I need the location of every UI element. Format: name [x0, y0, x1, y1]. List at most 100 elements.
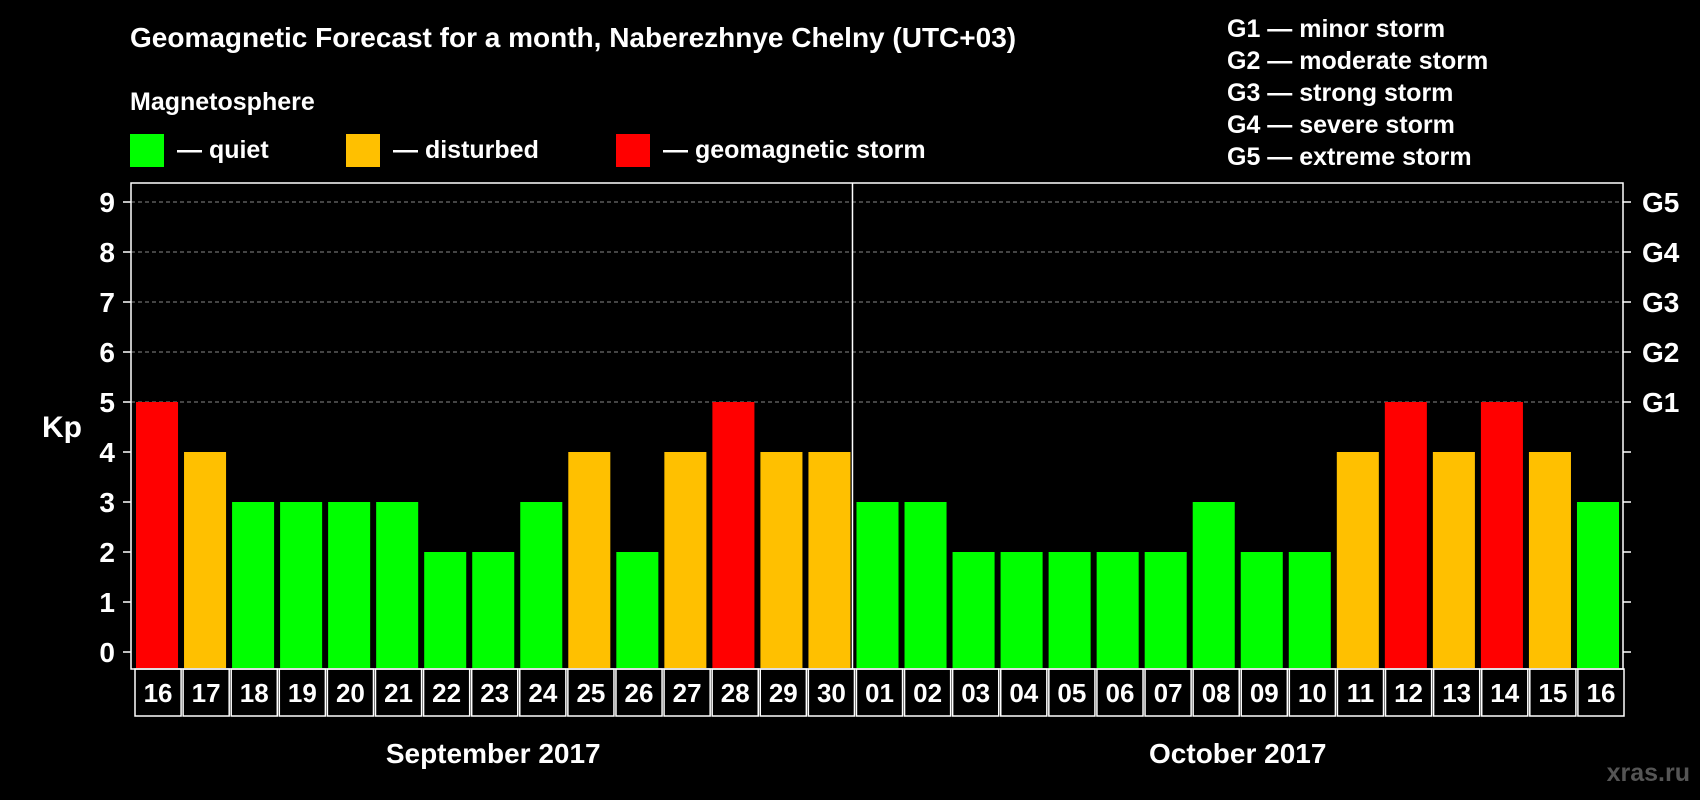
day-box: [182, 668, 230, 717]
bar: [712, 402, 755, 668]
month-label: September 2017: [386, 738, 601, 769]
storm-level-label: G2: [1642, 337, 1679, 368]
day-box: [903, 668, 952, 717]
bar: [568, 452, 611, 668]
day-box: [278, 668, 327, 717]
day-label: 11: [1347, 678, 1375, 708]
day-box: [1384, 668, 1433, 717]
bar: [520, 502, 563, 668]
bar: [1240, 552, 1283, 668]
y-tick-label: 7: [99, 287, 115, 318]
bar: [136, 402, 179, 668]
day-label: 23: [480, 678, 509, 708]
day-label: 09: [1250, 678, 1279, 708]
bar: [952, 552, 995, 668]
day-label: 18: [240, 678, 269, 708]
y-tick-label: 6: [99, 337, 115, 368]
day-label: 29: [769, 678, 798, 708]
bar: [760, 452, 803, 668]
storm-scale-item: G2 — moderate storm: [1227, 47, 1488, 75]
day-box: [1577, 668, 1625, 717]
day-label: 03: [961, 678, 990, 708]
bar: [232, 502, 275, 668]
month-label: October 2017: [1149, 738, 1326, 769]
day-box: [663, 668, 711, 717]
storm-level-label: G5: [1642, 187, 1679, 218]
day-box: [1048, 668, 1096, 717]
x-axis: 16 17 18 19 20 21 22 23 24 25 26 27 28 29 30 01 02 03 04 05…: [134, 668, 1625, 717]
storm-scale-item: G5 — extreme storm: [1227, 143, 1472, 171]
day-box: [470, 668, 519, 717]
day-label: 22: [432, 678, 461, 708]
day-label: 04: [1009, 678, 1038, 708]
day-box: [1336, 668, 1385, 717]
day-label: 08: [1202, 678, 1231, 708]
y-tick-label: 5: [99, 387, 115, 418]
month-labels: September 2017 October 2017: [386, 738, 1327, 769]
bar: [616, 552, 659, 668]
storm-level-label: G3: [1642, 287, 1679, 318]
y-tick-label: 1: [99, 587, 115, 618]
bar: [808, 452, 851, 668]
bar: [1096, 552, 1139, 668]
day-label: 05: [1057, 678, 1086, 708]
day-label: 16: [1586, 678, 1615, 708]
bar: [856, 502, 899, 668]
day-label: 19: [288, 678, 317, 708]
legend-swatch: [130, 134, 164, 167]
day-box: [1240, 668, 1289, 717]
storm-scale-item: G4 — severe storm: [1227, 111, 1455, 139]
day-label: 12: [1394, 678, 1423, 708]
y-axis: 0 1 2 3 4 5 6 7 8 9: [99, 187, 131, 668]
day-label: 25: [576, 678, 605, 708]
day-box: [759, 668, 808, 717]
day-box: [374, 668, 423, 717]
bar: [1336, 452, 1379, 668]
day-label: 26: [625, 678, 654, 708]
bar: [1480, 402, 1523, 668]
day-box: [1288, 668, 1337, 717]
day-box: [519, 668, 567, 717]
day-label: 24: [528, 678, 557, 708]
day-label: 27: [673, 678, 702, 708]
day-box: [711, 668, 760, 717]
storm-level-label: G1: [1642, 387, 1679, 418]
day-box: [230, 668, 279, 717]
bar: [1528, 452, 1571, 668]
day-label: 28: [721, 678, 750, 708]
day-box: [1144, 668, 1192, 717]
y-tick-label: 3: [99, 487, 115, 518]
y-tick-label: 2: [99, 537, 115, 568]
legend-swatch: [346, 134, 380, 167]
day-label: 30: [817, 678, 846, 708]
legend-label: — quiet: [177, 136, 269, 164]
day-label: 17: [192, 678, 221, 708]
chart-title: Geomagnetic Forecast for a month, Nabere…: [130, 22, 1016, 53]
bar: [1000, 552, 1043, 668]
storm-scale-item: G1 — minor storm: [1227, 15, 1445, 43]
day-label: 06: [1106, 678, 1135, 708]
bar: [280, 502, 323, 668]
day-box: [999, 668, 1048, 717]
day-box: [567, 668, 615, 717]
day-box: [1529, 668, 1577, 717]
day-box: [1480, 668, 1529, 717]
legend: Magnetosphere — quiet — disturbed — geomag…: [130, 88, 926, 167]
bar: [424, 552, 467, 668]
bar: [1432, 452, 1475, 668]
legend-label: — disturbed: [393, 136, 539, 164]
bars: [136, 402, 1619, 668]
bar: [1144, 552, 1187, 668]
day-box: [807, 668, 856, 717]
day-label: 14: [1490, 678, 1519, 708]
day-box: [855, 668, 904, 717]
day-label: 13: [1442, 678, 1471, 708]
y-tick-label: 9: [99, 187, 115, 218]
bar: [1288, 552, 1331, 668]
day-box: [1096, 668, 1144, 717]
day-box: [422, 668, 471, 717]
day-box: [326, 668, 375, 717]
bar: [904, 502, 947, 668]
storm-scale-list: G1 — minor storm G2 — moderate storm G3 — …: [1227, 15, 1488, 171]
y-tick-label: 8: [99, 237, 115, 268]
